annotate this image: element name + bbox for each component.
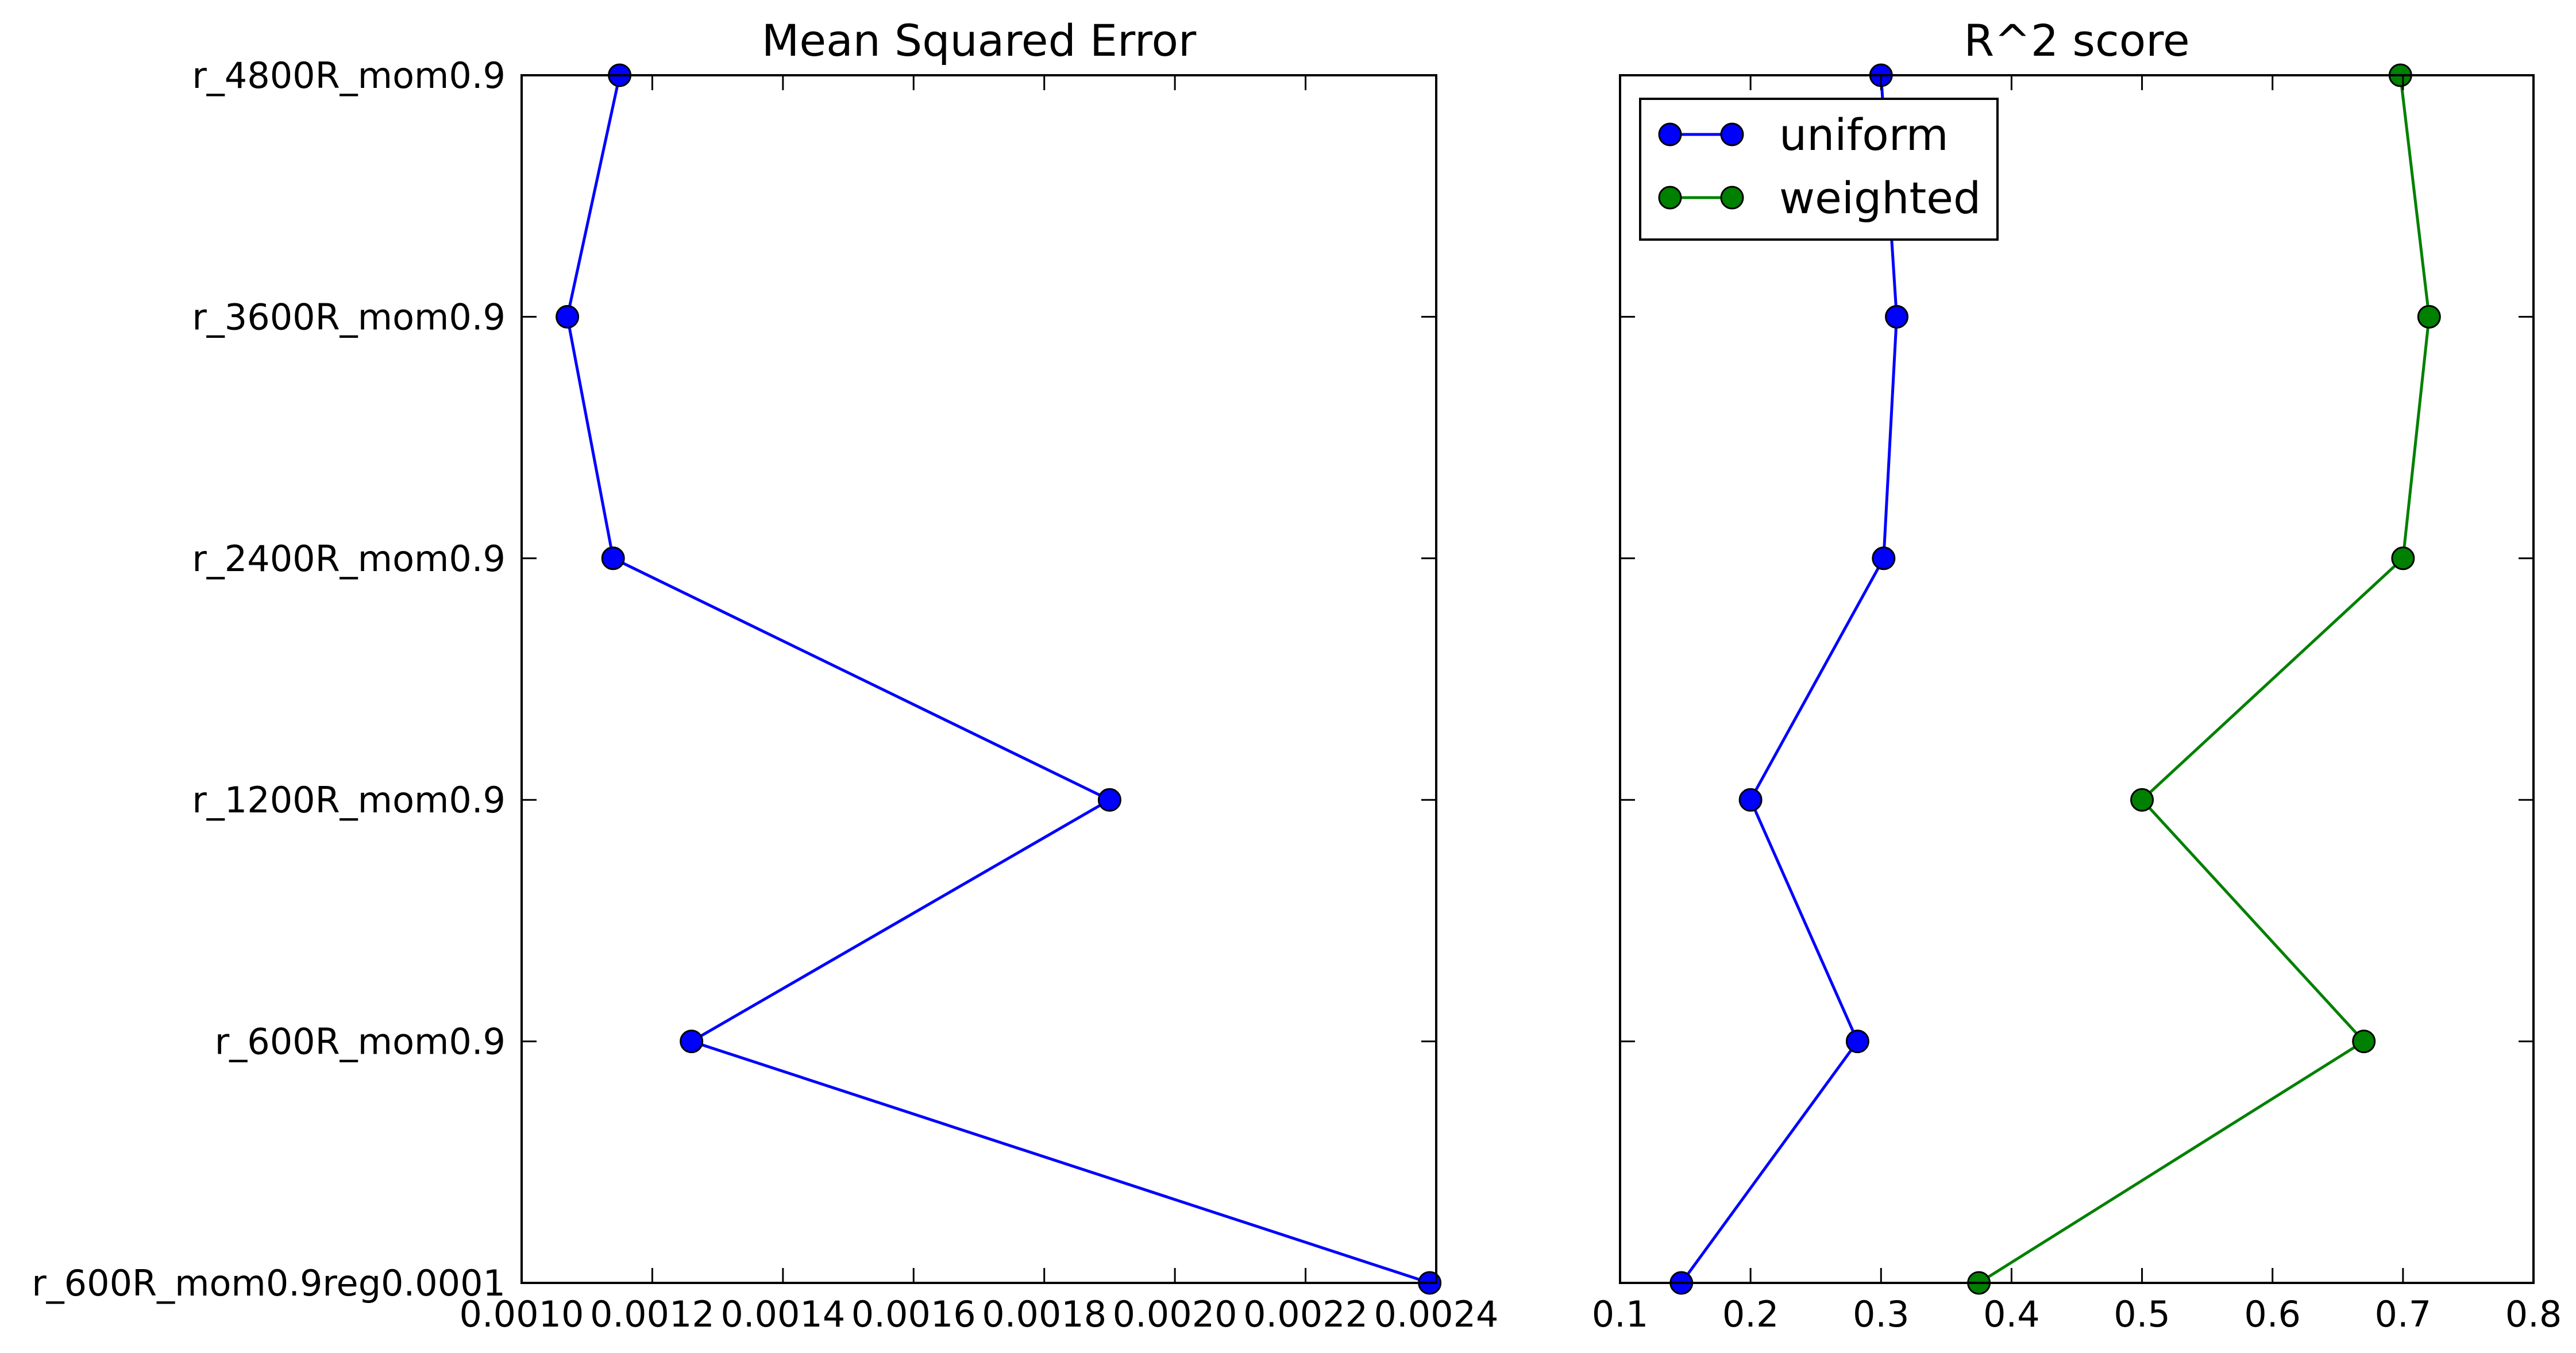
chart-title: R^2 score bbox=[1964, 15, 2189, 66]
data-point-weighted-2 bbox=[2130, 788, 2154, 812]
x-tick-label: 0.0010 bbox=[460, 1293, 584, 1335]
legend-marker-uniform bbox=[1720, 122, 1744, 147]
data-point-series-1-4 bbox=[556, 304, 580, 329]
x-tick-label: 0.4 bbox=[1983, 1293, 2040, 1335]
data-point-series-1-1 bbox=[680, 1030, 704, 1054]
data-point-series-1-2 bbox=[1097, 788, 1121, 812]
y-tick-label: r_1200R_mom0.9 bbox=[192, 779, 506, 821]
legend-marker-uniform bbox=[1658, 122, 1682, 147]
series-line-weighted bbox=[1978, 75, 2431, 1285]
x-tick-label: 0.0022 bbox=[1243, 1293, 1368, 1335]
x-tick-label: 0.0014 bbox=[720, 1293, 845, 1335]
x-tick-label: 0.0020 bbox=[1113, 1293, 1237, 1335]
x-tick-label: 0.2 bbox=[1722, 1293, 1779, 1335]
data-point-uniform-3 bbox=[1872, 546, 1896, 571]
data-point-uniform-1 bbox=[1845, 1030, 1869, 1054]
x-tick-label: 0.0012 bbox=[590, 1293, 715, 1335]
data-point-uniform-4 bbox=[1885, 304, 1909, 329]
y-tick-label: r_2400R_mom0.9 bbox=[192, 538, 506, 580]
data-point-uniform-2 bbox=[1738, 788, 1763, 812]
legend-box bbox=[1639, 98, 1999, 241]
legend-label-weighted: weighted bbox=[1779, 172, 1981, 223]
data-point-weighted-4 bbox=[2417, 304, 2441, 329]
x-tick-label: 0.1 bbox=[1592, 1293, 1649, 1335]
x-tick-label: 0.0024 bbox=[1374, 1293, 1499, 1335]
x-tick-label: 0.6 bbox=[2244, 1293, 2301, 1335]
axes-frame bbox=[520, 74, 1437, 1284]
series-line-uniform bbox=[1680, 75, 1899, 1284]
series-line-series-1 bbox=[566, 75, 1430, 1285]
legend-marker-weighted bbox=[1658, 186, 1682, 210]
axes-frame bbox=[1619, 74, 2535, 1284]
data-point-weighted-3 bbox=[2391, 546, 2415, 571]
data-point-weighted-1 bbox=[2352, 1030, 2376, 1054]
y-tick-label: r_3600R_mom0.9 bbox=[192, 296, 506, 338]
chart-title: Mean Squared Error bbox=[762, 15, 1197, 66]
y-tick-label: r_600R_mom0.9 bbox=[215, 1021, 506, 1063]
chart-panel-2: R^2 score 0.1 0.2 0.3 0.4 0.5 0.6 0.7 0.8 uniform… bbox=[1592, 15, 2562, 1335]
x-tick-label: 0.0016 bbox=[851, 1293, 976, 1335]
x-tick-label: 0.3 bbox=[1853, 1293, 1910, 1335]
x-tick-label: 0.8 bbox=[2505, 1293, 2562, 1335]
x-tick-label: 0.0018 bbox=[982, 1293, 1106, 1335]
x-tick-label: 0.5 bbox=[2114, 1293, 2170, 1335]
data-point-series-1-3 bbox=[601, 546, 625, 571]
legend-marker-weighted bbox=[1720, 186, 1744, 210]
x-tick-label: 0.7 bbox=[2375, 1293, 2432, 1335]
legend-label-uniform: uniform bbox=[1779, 109, 1949, 160]
y-tick-label: r_600R_mom0.9reg0.0001 bbox=[32, 1262, 506, 1304]
y-tick-label: r_4800R_mom0.9 bbox=[192, 55, 506, 97]
